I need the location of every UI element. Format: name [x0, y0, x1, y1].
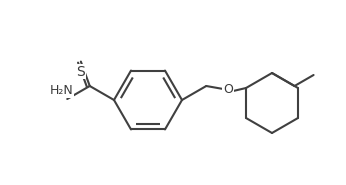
Text: H₂N: H₂N	[49, 85, 73, 97]
Text: S: S	[76, 65, 85, 79]
Text: O: O	[223, 83, 233, 96]
